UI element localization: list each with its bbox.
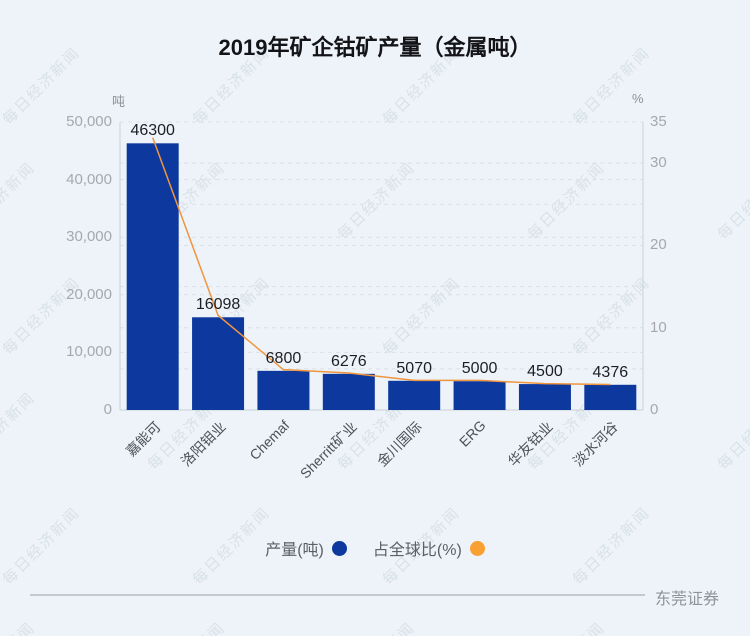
chart-title: 2019年矿企钴矿产量（金属吨）: [218, 35, 532, 60]
legend: 产量(吨) 占全球比(%): [0, 536, 750, 560]
bar-金川国际: [388, 380, 441, 410]
source-label: 东莞证券: [655, 591, 720, 608]
legend-item-production[interactable]: 产量(吨): [265, 536, 347, 560]
global-share-line: [151, 137, 611, 386]
bar-嘉能可: [126, 143, 179, 410]
bar-Chemaf: [257, 370, 310, 410]
legend-label-global-share: 占全球比(%): [372, 542, 462, 559]
bar-淡水河谷: [584, 384, 637, 410]
footer-divider: [30, 594, 645, 596]
bar-华友钴业: [518, 384, 571, 410]
bar-Sherritt矿业: [322, 373, 375, 410]
left-axis-unit: 吨: [112, 94, 126, 109]
legend-dot-global-share-icon: [469, 540, 485, 556]
bar-ERG: [453, 381, 506, 410]
legend-label-production: 产量(吨): [265, 542, 324, 559]
bar-洛阳钼业: [192, 317, 245, 410]
right-axis-unit: %: [632, 91, 644, 106]
legend-dot-production-icon: [331, 540, 347, 556]
legend-item-global-share[interactable]: 占全球比(%): [373, 536, 485, 560]
